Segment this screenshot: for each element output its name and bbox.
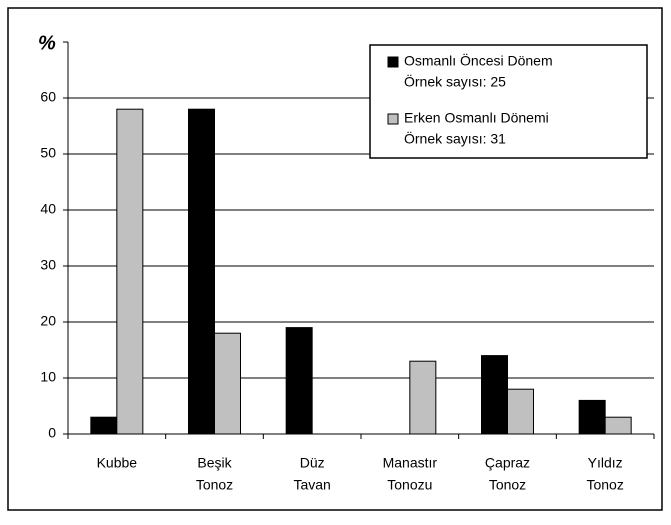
legend-label: Erken Osmanlı Dönemi	[404, 110, 549, 126]
x-tick-label: Yıldız	[588, 455, 623, 471]
y-tick-label: 10	[40, 369, 56, 385]
y-tick-label: 50	[40, 145, 56, 161]
x-tick-label: Beşik	[197, 455, 232, 471]
x-tick-label: Tonoz	[196, 477, 233, 493]
y-tick-label: 30	[40, 257, 56, 273]
x-tick-label: Tonoz	[586, 477, 623, 493]
bar	[188, 108, 215, 435]
legend-label: Osmanlı Öncesi Dönem	[404, 52, 553, 69]
x-tick-label: Tonozu	[387, 477, 432, 493]
y-tick-label: 0	[48, 425, 56, 441]
bar	[116, 108, 144, 435]
x-tick-label: Çapraz	[485, 455, 530, 471]
x-tick-label: Tonoz	[489, 477, 526, 493]
y-tick-label: 60	[40, 89, 56, 105]
bar	[604, 416, 632, 435]
legend-box	[369, 44, 648, 159]
x-tick-label: Kubbe	[97, 455, 138, 471]
legend-swatch	[387, 56, 399, 68]
bar	[409, 360, 437, 435]
legend-note: Örnek sayısı: 25	[404, 73, 506, 90]
bar	[214, 332, 241, 435]
bar	[285, 327, 313, 435]
x-tick-label: Manastır	[383, 455, 438, 471]
y-tick-label: 20	[40, 313, 56, 329]
bar	[481, 355, 508, 435]
x-tick-label: Düz	[300, 455, 325, 471]
x-tick-label: Tavan	[293, 477, 330, 493]
y-axis-label: %	[38, 32, 56, 54]
bar	[507, 388, 534, 435]
bar	[578, 399, 606, 435]
y-tick-label: 40	[40, 201, 56, 217]
legend-note: Örnek sayısı: 31	[404, 130, 506, 147]
bar	[90, 416, 118, 435]
legend-swatch	[387, 113, 399, 125]
